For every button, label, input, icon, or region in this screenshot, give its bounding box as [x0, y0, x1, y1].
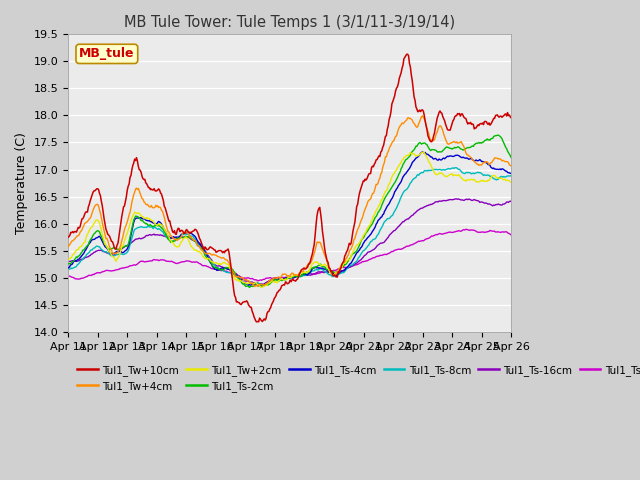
- Legend: Tul1_Tw+10cm, Tul1_Tw+4cm, Tul1_Tw+2cm, Tul1_Ts-2cm, Tul1_Ts-4cm, Tul1_Ts-8cm, T: Tul1_Tw+10cm, Tul1_Tw+4cm, Tul1_Tw+2cm, …: [73, 360, 640, 396]
- Y-axis label: Temperature (C): Temperature (C): [15, 132, 28, 234]
- Text: MB_tule: MB_tule: [79, 48, 134, 60]
- Title: MB Tule Tower: Tule Temps 1 (3/1/11-3/19/14): MB Tule Tower: Tule Temps 1 (3/1/11-3/19…: [124, 15, 455, 30]
